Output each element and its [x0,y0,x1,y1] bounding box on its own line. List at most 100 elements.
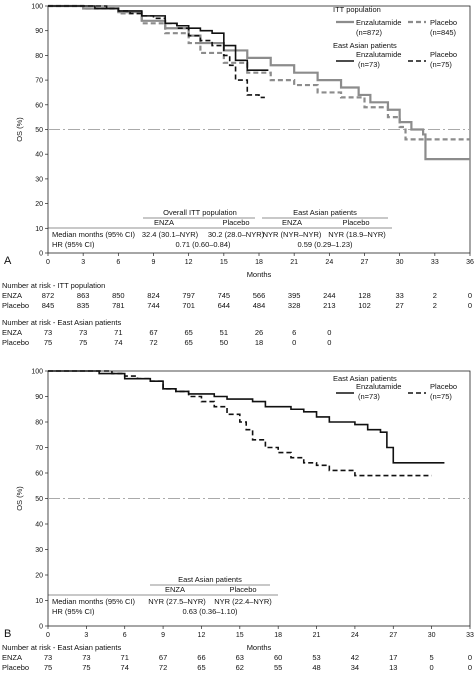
legend-n-itt-placebo: (n=845) [430,28,457,37]
legend-label-ea-placebo: Placebo [430,50,457,59]
y-tick-label: 80 [35,420,43,427]
x-tick-label: 36 [466,259,474,266]
risk-value: 75 [79,338,87,347]
risk-value: 797 [182,291,195,300]
median-itt-enza: 32.4 (30.1–NYR) [142,230,199,239]
risk-value: 33 [395,291,403,300]
median-col-placebo-b: Placebo [229,585,256,594]
y-tick-label: 70 [35,78,43,85]
x-tick-label: 18 [255,259,263,266]
risk-value: 73 [44,653,52,662]
risk-value: 863 [77,291,90,300]
risk-value: 26 [255,328,263,337]
risk-value: 0 [468,301,472,310]
x-tick-label: 33 [431,259,439,266]
risk-value: 65 [184,328,192,337]
risk-value: 75 [82,663,90,672]
risk-value: 63 [236,653,244,662]
median-row-label: Median months (95% CI) [52,230,135,239]
legend-label-itt-enza: Enzalutamide [356,18,401,27]
risk-value: 67 [159,653,167,662]
x-tick-label: 27 [361,259,369,266]
y-tick-label: 0 [39,624,43,631]
median-col-group-ea: East Asian patients [293,208,357,217]
risk-value: 213 [323,301,336,310]
y-tick-label: 40 [35,522,43,529]
risk-row-label: ENZA [2,291,22,300]
hr-ea: 0.59 (0.29–1.23) [297,240,353,249]
x-tick-label: 18 [274,632,282,639]
x-tick-label: 24 [325,259,333,266]
x-axis-label: Months [247,270,272,279]
y-tick-label: 10 [35,226,43,233]
risk-value: 395 [288,291,301,300]
risk-value: 71 [114,328,122,337]
curve-ea-placebo [48,5,265,99]
x-tick-label: 12 [185,259,193,266]
legend-n-ea-enza-b: (n=73) [358,392,380,401]
risk-value: 872 [42,291,55,300]
risk-value: 62 [236,663,244,672]
panel-label: B [4,628,11,640]
risk-value: 73 [79,328,87,337]
x-tick-label: 0 [46,632,50,639]
risk-value: 51 [220,328,228,337]
y-tick-label: 100 [31,4,43,11]
risk-value: 75 [44,338,52,347]
legend-n-ea-enza: (n=73) [358,60,380,69]
median-col-enza-b: ENZA [165,585,185,594]
risk-value: 50 [220,338,228,347]
x-tick-label: 27 [389,632,397,639]
y-tick-label: 70 [35,445,43,452]
x-tick-label: 30 [428,632,436,639]
legend-title-ea-b: East Asian patients [333,374,397,383]
x-tick-label: 15 [220,259,228,266]
risk-value: 745 [218,291,231,300]
risk-value: 34 [351,663,359,672]
curve-itt-placebo [48,4,470,141]
risk-table-title: Number at risk - East Asian patients [2,643,121,652]
x-tick-label: 3 [84,632,88,639]
risk-row-label: ENZA [2,328,22,337]
legend-label-ea-placebo-b: Placebo [430,382,457,391]
risk-value: 5 [430,653,434,662]
risk-value: 644 [218,301,231,310]
median-enza-b: NYR (27.5–NYR) [148,597,206,606]
x-axis-label: Months [247,643,272,652]
legend-label-ea-enza-b: Enzalutamide [356,382,401,391]
median-ea-enza: NYR (NYR–NYR) [263,230,322,239]
median-itt-placebo: 30.2 (28.0–NYR) [208,230,265,239]
median-col-group-ea-b: East Asian patients [178,575,242,584]
y-tick-label: 40 [35,152,43,159]
risk-row-label: Placebo [2,663,29,672]
curve-ea-enza [48,5,269,72]
risk-value: 17 [389,653,397,662]
x-tick-label: 12 [198,632,206,639]
risk-value: 2 [433,301,437,310]
curve-itt-enza [48,4,470,161]
risk-value: 66 [197,653,205,662]
risk-value: 60 [274,653,282,662]
y-tick-label: 60 [35,471,43,478]
x-tick-label: 15 [236,632,244,639]
hr-row-label-b: HR (95% CI) [52,607,95,616]
legend-n-ea-placebo: (n=75) [430,60,452,69]
risk-value: 835 [77,301,90,310]
legend-n-ea-placebo-b: (n=75) [430,392,452,401]
risk-row-label: Placebo [2,338,29,347]
hr-b: 0.63 (0.36–1.10) [182,607,238,616]
risk-value: 74 [121,663,129,672]
curve-ea-placebo [48,370,432,477]
median-ea-placebo: NYR (18.9–NYR) [328,230,386,239]
median-col-enza-itt: ENZA [154,218,174,227]
y-tick-label: 50 [35,127,43,134]
x-tick-label: 9 [152,259,156,266]
risk-value: 0 [468,663,472,672]
hr-itt: 0.71 (0.60–0.84) [175,240,231,249]
risk-value: 850 [112,291,125,300]
risk-value: 328 [288,301,301,310]
y-tick-label: 20 [35,573,43,580]
risk-value: 701 [182,301,195,310]
median-col-placebo-itt: Placebo [222,218,249,227]
x-tick-label: 6 [123,632,127,639]
